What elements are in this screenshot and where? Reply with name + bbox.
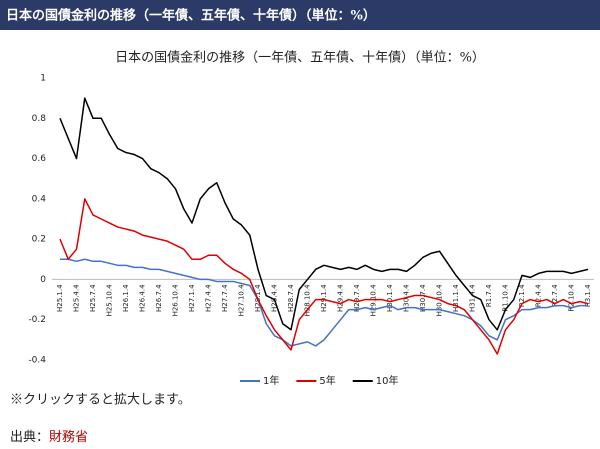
x-tick-label: H26.7.4 bbox=[155, 284, 163, 312]
x-tick-label: H25.1.4 bbox=[56, 284, 64, 312]
chart[interactable]: -0.4 -0.2 0 0.2 0.4 0.6 0.8 1 H25.1.4 H25.4.4 H25.… bbox=[28, 74, 594, 388]
x-tick-label: H31.4.4 bbox=[469, 284, 477, 312]
y-tick-label: 0.6 bbox=[32, 154, 47, 164]
x-tick-label: H27.1.4 bbox=[188, 284, 196, 312]
click-note: ※クリックすると拡大します。 bbox=[10, 393, 191, 408]
source-link[interactable]: 財務省 bbox=[49, 430, 88, 445]
x-tick-label: H25.4.4 bbox=[73, 284, 81, 312]
y-tick-label: 0.4 bbox=[32, 194, 47, 204]
legend-label: 5年 bbox=[319, 374, 335, 387]
x-tick-label: H28.7.4 bbox=[287, 284, 295, 312]
legend-label: 1年 bbox=[263, 374, 279, 387]
source: 出典：財務省 bbox=[10, 430, 88, 445]
x-tick-label: H27.7.4 bbox=[221, 284, 229, 312]
x-tick-label: R1.10.4 bbox=[502, 284, 510, 312]
chart-title: 日本の国債金利の推移（一年債、五年債、十年債）（単位：%） bbox=[115, 50, 485, 66]
legend-label: 10年 bbox=[376, 374, 399, 387]
x-tick-label: R2.1.4 bbox=[518, 284, 526, 307]
header-title: 日本の国債金利の推移（一年債、五年債、十年債）（単位：%） bbox=[6, 8, 376, 24]
source-label: 出典： bbox=[10, 430, 49, 445]
x-tick-label: H26.1.4 bbox=[122, 284, 130, 312]
x-tick-label: H27.4.4 bbox=[205, 284, 213, 312]
x-tick-label: H29.1.4 bbox=[320, 284, 328, 312]
x-tick-label: H27.10.4 bbox=[238, 284, 246, 317]
x-tick-label: H30.1.4 bbox=[386, 284, 394, 312]
x-tick-label: H31.1.4 bbox=[452, 284, 460, 312]
x-tick-label: H30.7.4 bbox=[419, 284, 427, 312]
line-series bbox=[59, 198, 589, 355]
x-tick-label: H29.4.4 bbox=[337, 284, 345, 312]
y-tick-label: 0.8 bbox=[32, 114, 47, 124]
x-tick-label: H26.4.4 bbox=[139, 284, 147, 312]
x-tick-label: H25.10.4 bbox=[106, 284, 114, 317]
x-tick-label: H25.7.4 bbox=[89, 284, 97, 312]
x-tick-label: H29.7.4 bbox=[353, 284, 361, 312]
line-series bbox=[60, 258, 588, 347]
x-tick-label: R2.4.4 bbox=[535, 284, 543, 307]
x-tick-label: R2.7.4 bbox=[551, 284, 559, 307]
x-tick-label: R2.10.4 bbox=[568, 284, 576, 312]
y-tick-label: 0 bbox=[40, 275, 46, 285]
y-tick-label: 0.2 bbox=[32, 235, 46, 245]
x-tick-label: H28.10.4 bbox=[304, 284, 312, 317]
x-tick-label: R3.1.4 bbox=[584, 284, 592, 307]
y-tick-label: -0.2 bbox=[28, 315, 46, 325]
header-bar bbox=[0, 0, 600, 30]
x-tick-label: H28.4.4 bbox=[271, 284, 279, 312]
x-tick-label: R1.7.4 bbox=[485, 284, 493, 307]
y-tick-label: 1 bbox=[40, 74, 46, 84]
x-tick-label: H26.10.4 bbox=[172, 284, 180, 317]
line-series bbox=[59, 97, 589, 331]
y-tick-label: -0.4 bbox=[28, 356, 46, 366]
